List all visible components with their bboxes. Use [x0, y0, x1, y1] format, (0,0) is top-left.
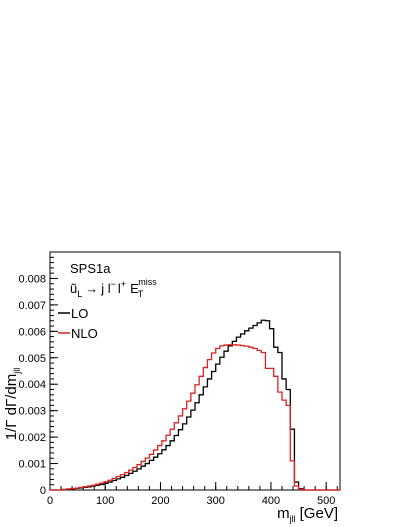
x-tick-label: 500	[317, 495, 335, 507]
process-et-sub: T	[138, 289, 144, 299]
process-et-sup: miss	[138, 277, 157, 287]
x-tick-label: 0	[47, 495, 53, 507]
major-ticks	[49, 277, 327, 491]
process-parent-sub: L	[77, 289, 82, 299]
process-parent: ũ	[70, 281, 77, 296]
tick-labels: 0 100 200 300 400 500 0 0.001 0.002 0.003 0.004 0.0…	[18, 273, 335, 507]
y-tick-label: 0.008	[18, 273, 46, 285]
y-tick-label: 0.002	[18, 432, 46, 444]
legend-label-nlo: NLO	[71, 326, 98, 341]
process-label: ũL → j l− l+ ETmiss	[70, 277, 157, 299]
plot-frame	[49, 251, 341, 491]
series-layer	[50, 319, 340, 491]
legend-label-lo: LO	[71, 306, 88, 321]
y-tick-label: 0.007	[18, 300, 46, 312]
y-tick-label: 0.001	[18, 459, 46, 471]
process-arrow: →	[85, 281, 98, 296]
process-l: l	[118, 281, 121, 296]
x-axis-title: mjll [GeV]	[277, 505, 338, 524]
process-decay: j l	[100, 281, 111, 296]
process-lplus: +	[121, 279, 126, 289]
x-tick-label: 300	[207, 495, 225, 507]
series-lo-line	[50, 319, 340, 491]
annotation-title: SPS1a	[70, 261, 111, 276]
y-tick-label: 0.005	[18, 353, 46, 365]
x-tick-label: 400	[262, 495, 280, 507]
process-et: E	[130, 281, 139, 296]
y-axis-title: 1/Γ dΓ/dmjll	[3, 368, 22, 441]
x-tick-label: 100	[96, 495, 114, 507]
y-tick-label: 0	[40, 485, 46, 497]
series-nlo-line	[50, 344, 340, 491]
y-tick-label: 0.006	[18, 326, 46, 338]
y-tick-label: 0.003	[18, 406, 46, 418]
legend: LO NLO	[58, 306, 98, 341]
y-tick-label: 0.004	[18, 379, 46, 391]
x-tick-label: 200	[151, 495, 169, 507]
svg-text:ũL→j l−l+ETmiss: ũL → j l− l+ ETmiss	[70, 277, 157, 299]
process-lminus: −	[111, 279, 116, 289]
